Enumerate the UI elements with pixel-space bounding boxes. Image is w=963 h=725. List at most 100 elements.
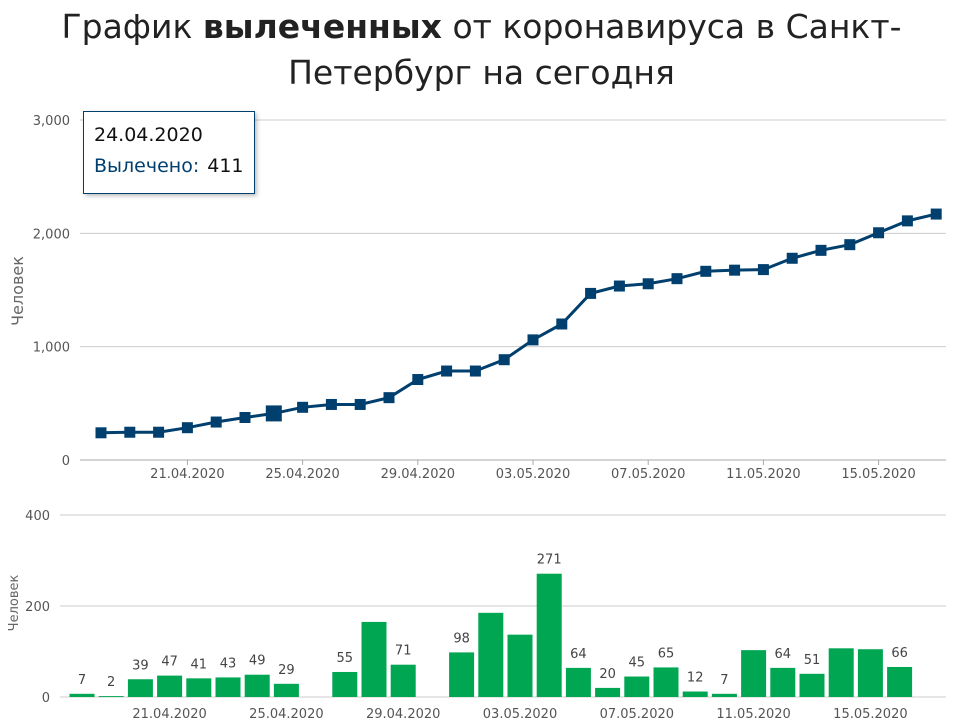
x-tick-label: 25.04.2020 bbox=[265, 467, 339, 482]
bar-data-label: 39 bbox=[132, 658, 149, 673]
data-point bbox=[124, 426, 136, 438]
x-tick-label: 29.04.2020 bbox=[381, 467, 455, 482]
x-tick-label: 03.05.2020 bbox=[496, 467, 570, 482]
y-tick-label: 3,000 bbox=[33, 114, 70, 129]
bar bbox=[98, 696, 124, 697]
bar bbox=[595, 687, 621, 697]
data-point bbox=[815, 244, 827, 256]
bar bbox=[653, 667, 679, 697]
tooltip-row: Вылечено: 411 bbox=[94, 150, 244, 182]
chart-title: График вылеченных от коронавируса в Санк… bbox=[0, 4, 963, 96]
data-point bbox=[210, 416, 222, 428]
bar-data-label: 64 bbox=[570, 647, 587, 662]
bar-data-label: 7 bbox=[78, 673, 86, 688]
bar-data-label: 20 bbox=[599, 667, 616, 682]
cumulative-line-chart: 0 1,000 2,000 3,000 Человек 21.04.2020 25.04.2… bbox=[8, 114, 946, 482]
bar-data-label: 45 bbox=[629, 656, 646, 671]
bar-data-label: 29 bbox=[278, 663, 295, 678]
tooltip-key: Вылечено: bbox=[94, 155, 200, 177]
bar bbox=[887, 666, 913, 697]
bar bbox=[390, 664, 416, 697]
bar bbox=[186, 678, 212, 697]
bar bbox=[69, 693, 95, 697]
bar bbox=[273, 683, 299, 697]
bar bbox=[857, 649, 883, 697]
y-tick-label: 0 bbox=[42, 691, 50, 706]
data-point bbox=[239, 412, 251, 423]
data-point bbox=[265, 405, 282, 422]
bar bbox=[157, 675, 183, 697]
data-point bbox=[700, 265, 712, 277]
bar bbox=[624, 676, 650, 697]
bar-data-label: 7 bbox=[720, 673, 728, 688]
data-point bbox=[613, 280, 625, 292]
y-tick-label: 0 bbox=[62, 454, 70, 469]
data-point bbox=[642, 278, 654, 290]
data-point bbox=[556, 318, 568, 330]
y-tick-label: 400 bbox=[25, 509, 50, 524]
bar-data-label: 12 bbox=[687, 671, 704, 686]
data-point bbox=[585, 287, 597, 299]
x-tick-label: 03.05.2020 bbox=[483, 707, 557, 722]
bar bbox=[741, 650, 767, 697]
tooltip-value: 411 bbox=[207, 155, 244, 177]
data-point bbox=[354, 398, 366, 410]
daily-bar-chart: 0 200 400 Человек 7 2 39 47 41 43 49 29 55 71 98 271 64 2… bbox=[7, 509, 946, 722]
series-line bbox=[100, 212, 937, 435]
data-point bbox=[729, 264, 741, 276]
bar-data-label: 41 bbox=[191, 657, 208, 672]
y-tick-label: 200 bbox=[25, 600, 50, 615]
x-tick-label: 11.05.2020 bbox=[716, 707, 790, 722]
bar-data-label: 271 bbox=[537, 553, 562, 568]
bar-data-label: 98 bbox=[453, 631, 470, 646]
x-tick-label: 25.04.2020 bbox=[249, 707, 323, 722]
bar-data-label: 47 bbox=[161, 655, 178, 670]
x-tick-label: 15.05.2020 bbox=[833, 707, 907, 722]
bar bbox=[828, 648, 854, 697]
data-point bbox=[325, 398, 337, 410]
bar bbox=[711, 693, 737, 697]
data-point bbox=[901, 215, 913, 227]
data-point bbox=[527, 334, 539, 346]
data-point bbox=[297, 401, 309, 413]
data-point bbox=[153, 426, 165, 438]
x-tick-label: 21.04.2020 bbox=[150, 467, 224, 482]
bar bbox=[332, 671, 358, 697]
y-axis-label: Человек bbox=[7, 575, 22, 632]
title-suffix: от коронавируса в Санкт-Петербург на сег… bbox=[288, 7, 902, 92]
data-point bbox=[412, 374, 424, 386]
bar-data-label: 71 bbox=[395, 644, 412, 659]
data-point bbox=[498, 354, 510, 366]
data-point bbox=[844, 239, 856, 251]
chart-tooltip: 24.04.2020 Вылечено: 411 bbox=[83, 111, 255, 194]
bar-data-label: 49 bbox=[249, 654, 266, 669]
bar bbox=[682, 691, 708, 697]
bar bbox=[215, 677, 241, 697]
data-point bbox=[786, 252, 798, 264]
data-point bbox=[383, 392, 395, 404]
y-axis-label: Человек bbox=[8, 256, 27, 326]
data-point bbox=[181, 422, 193, 434]
bar-data-label: 55 bbox=[337, 651, 354, 666]
title-prefix: График bbox=[61, 7, 203, 46]
bar bbox=[770, 667, 796, 697]
bar-data-label: 66 bbox=[891, 646, 908, 661]
title-bold: вылеченных bbox=[202, 7, 442, 46]
y-tick-label: 2,000 bbox=[33, 227, 70, 242]
x-tick-label: 11.05.2020 bbox=[726, 467, 800, 482]
bar bbox=[361, 621, 387, 697]
x-tick-label: 07.05.2020 bbox=[611, 467, 685, 482]
x-tick-label: 29.04.2020 bbox=[366, 707, 440, 722]
x-tick-label: 21.04.2020 bbox=[132, 707, 206, 722]
bar bbox=[536, 573, 562, 697]
data-point bbox=[671, 273, 683, 285]
tooltip-date: 24.04.2020 bbox=[94, 124, 203, 146]
bar bbox=[507, 634, 533, 697]
data-point bbox=[95, 427, 107, 439]
bar bbox=[799, 673, 825, 697]
x-tick-label: 15.05.2020 bbox=[841, 467, 915, 482]
x-tick-label: 07.05.2020 bbox=[600, 707, 674, 722]
bar bbox=[449, 652, 475, 697]
y-tick-label: 1,000 bbox=[33, 341, 70, 356]
